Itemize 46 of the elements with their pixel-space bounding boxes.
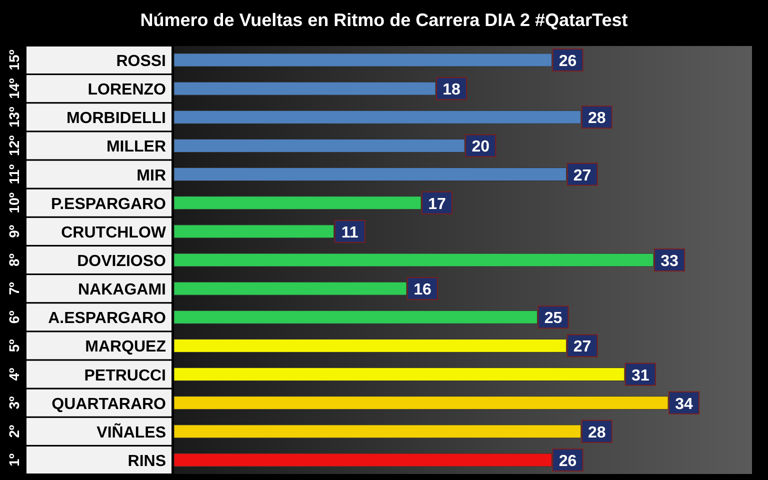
text: 8º <box>6 254 22 266</box>
data-label: 20 <box>472 138 490 156</box>
y-tick-label: LORENZO <box>88 82 166 99</box>
text: 10º <box>6 192 22 214</box>
data-label: 33 <box>660 253 678 270</box>
data-label: 28 <box>588 110 606 128</box>
text: 14º <box>6 78 22 99</box>
y-tick-label: NAKAGAMI <box>78 282 166 299</box>
y-tick-label: CRUTCHLOW <box>61 224 167 242</box>
text: 13º <box>6 106 22 128</box>
y-tick-label: P.ESPARGARO <box>51 196 166 213</box>
y-tick-label: ROSSI <box>116 53 166 70</box>
chart-title: Número de Vueltas en Ritmo de Carrera DIA 2 #QatarTest <box>140 10 628 30</box>
y-tick-label: MARQUEZ <box>85 338 166 356</box>
data-label: 27 <box>573 338 592 356</box>
y-tick-label: PETRUCCI <box>84 367 166 384</box>
text: 6º <box>6 310 22 324</box>
y-tick-label: RINS <box>128 453 166 470</box>
data-label: 31 <box>632 367 650 384</box>
data-label: 17 <box>428 196 446 213</box>
text: 4º <box>6 368 22 381</box>
text: 7º <box>6 282 22 296</box>
text: 9º <box>6 224 22 238</box>
y-tick-label: QUARTARARO <box>52 396 166 413</box>
data-label: 26 <box>558 453 577 470</box>
data-label: 34 <box>675 396 694 413</box>
data-label: 16 <box>414 282 432 299</box>
text: 1º <box>6 454 22 466</box>
y-tick-label: MILLER <box>106 138 166 156</box>
data-label: 18 <box>442 82 461 99</box>
y-tick-label: A.ESPARGARO <box>48 310 166 328</box>
text: 11º <box>6 164 22 184</box>
data-label: 27 <box>573 167 592 184</box>
data-label: 26 <box>558 53 577 70</box>
text: 15º <box>6 50 22 70</box>
data-label: 11 <box>341 224 358 242</box>
text: 3º <box>6 396 22 410</box>
y-tick-label: VIÑALES <box>96 422 166 442</box>
y-tick-label: DOVIZIOSO <box>77 253 166 270</box>
y-tick-label: MORBIDELLI <box>66 110 166 128</box>
text: 5º <box>6 339 22 352</box>
text: 12º <box>6 135 22 156</box>
data-label: 28 <box>588 424 606 442</box>
y-tick-label: MIR <box>136 167 166 184</box>
data-label: 25 <box>544 310 562 328</box>
text: 2º <box>6 424 22 438</box>
